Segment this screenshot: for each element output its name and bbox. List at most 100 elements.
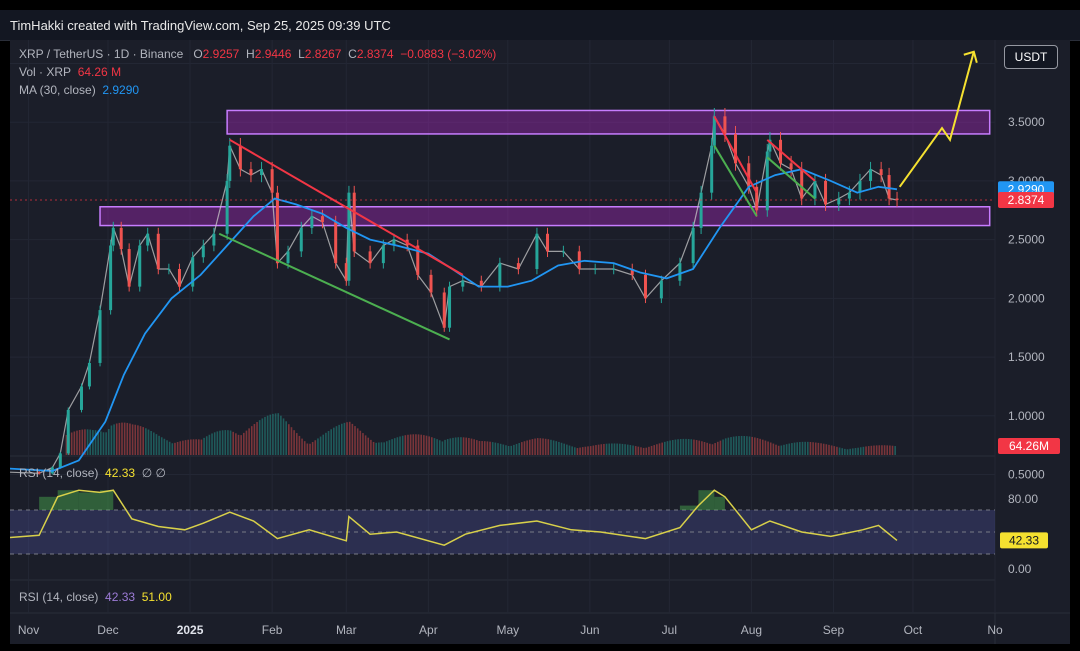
candle-body [111, 227, 115, 246]
volume-bar [78, 429, 81, 455]
change-value: −0.0883 (−3.02%) [400, 47, 497, 61]
volume-bar [828, 444, 830, 455]
volume-bar [664, 441, 666, 455]
candle-body [747, 163, 751, 187]
volume-bar [587, 446, 589, 455]
volume-bar [317, 438, 319, 455]
volume-bar [261, 418, 264, 455]
candle-body [201, 245, 205, 258]
volume-bar [534, 438, 536, 455]
candle-body [691, 227, 695, 264]
rsi-band [10, 510, 995, 554]
time-tick-label: 2025 [177, 623, 204, 637]
candle-body [37, 472, 41, 474]
volume-bar [491, 442, 494, 455]
volume-bar [449, 438, 452, 455]
volume-bar [396, 437, 399, 455]
candle-body [119, 227, 123, 250]
volume-bar [158, 435, 160, 455]
volume-bar [282, 418, 285, 455]
volume-bar [444, 439, 446, 455]
volume-bar [875, 445, 878, 455]
volume-bar [272, 413, 274, 455]
volume-bar [690, 439, 693, 455]
volume-bar [391, 439, 393, 455]
candle-body [479, 280, 483, 287]
rsi-collapsed-legend[interactable]: RSI (14, close) 42.33 51.00 [19, 590, 172, 604]
volume-bar [767, 441, 769, 455]
volume-bar [719, 440, 722, 455]
candle-body [286, 251, 290, 264]
candle-body [612, 269, 616, 270]
candle-body [699, 192, 703, 228]
candle-body [879, 169, 883, 176]
volume-legend: Vol · XRP 64.26 M [19, 65, 121, 79]
volume-bar [740, 435, 743, 455]
currency-button[interactable]: USDT [1004, 45, 1058, 69]
volume-bar [523, 441, 526, 455]
volume-bar [666, 441, 669, 455]
volume-bar [833, 446, 836, 455]
volume-bar [404, 435, 407, 455]
projection-arrowhead [963, 50, 978, 64]
volume-bar [348, 421, 351, 455]
volume-bar [142, 427, 144, 455]
volume-bar [110, 425, 113, 455]
high-label: H [246, 47, 255, 61]
volume-bar [197, 439, 200, 455]
volume-bar [131, 424, 134, 455]
time-tick-label: Sep [823, 623, 845, 637]
candle-body [887, 175, 891, 199]
green-trendline [218, 232, 450, 341]
volume-tag-bg [998, 438, 1060, 454]
volume-bar [605, 443, 608, 455]
candle-body [260, 169, 264, 176]
volume-bar [536, 438, 539, 455]
volume-bar [801, 441, 804, 455]
volume-bar [761, 439, 764, 455]
candle-body [869, 169, 873, 181]
volume-bar [168, 441, 171, 455]
volume-bar [865, 446, 867, 455]
time-tick-label: Dec [97, 623, 118, 637]
volume-bar [825, 444, 828, 455]
candle-body [643, 274, 647, 299]
volume-bar [401, 435, 404, 455]
volume-bar [354, 426, 356, 455]
volume-bar [433, 438, 436, 455]
time-tick-label: Oct [904, 623, 923, 637]
volume-bar [573, 447, 576, 455]
volume-bar [412, 434, 415, 455]
candle-body [858, 180, 862, 193]
volume-bar [608, 443, 611, 455]
volume-bar [428, 436, 430, 455]
price-tick-label: 2.0000 [1008, 291, 1045, 305]
volume-bar [465, 437, 468, 455]
candle-body [734, 133, 738, 164]
chart-container[interactable]: 0.5000 1.0000 1.5000 2.0000 2.5000 3.0000 3.50… [10, 40, 1070, 644]
volume-bar [333, 427, 335, 455]
candle-body [138, 245, 142, 287]
chart-canvas[interactable]: 0.50001.00001.50002.00002.50003.00003.50… [10, 40, 1070, 644]
volume-bar [621, 443, 624, 455]
volume-bar [727, 437, 730, 455]
volume-bar [182, 440, 184, 455]
volume-bar [711, 444, 714, 455]
volume-bar [203, 437, 205, 455]
volume-bar [544, 438, 547, 455]
volume-bar [648, 446, 650, 455]
rsi-tick-label: 0.00 [1008, 562, 1032, 576]
candle-body [167, 269, 171, 270]
volume-bar [560, 442, 563, 455]
green-trendline [766, 156, 816, 200]
volume-bar [227, 430, 229, 455]
time-tick-label: Jul [662, 623, 677, 637]
volume-bar [526, 440, 528, 455]
candle-body [352, 192, 356, 252]
low-label: L [298, 47, 305, 61]
rsi-overbought-fill [679, 505, 699, 510]
price-tick-label: 2.5000 [1008, 233, 1045, 247]
time-tick-label: No [987, 623, 1003, 637]
volume-bar [841, 448, 844, 455]
volume-bar [822, 443, 825, 455]
